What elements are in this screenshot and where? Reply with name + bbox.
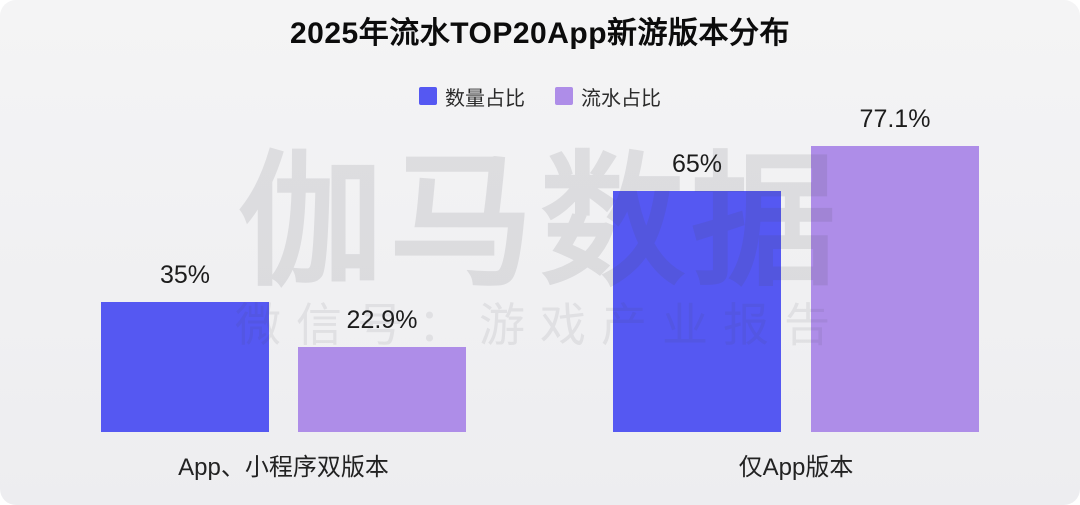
value-label-quantity-dual-version: 35% [159, 261, 211, 289]
legend-label-revenue-share: 流水占比 [581, 87, 661, 110]
value-label-revenue-dual-version: 22.9% [346, 306, 418, 334]
category-label-app-only: 仅App版本 [738, 454, 854, 481]
legend: 数量占比 流水占比 [0, 82, 1080, 111]
bar-quantity-app-only [613, 191, 781, 432]
legend-swatch-purple-icon [555, 87, 573, 105]
legend-item-revenue-share: 流水占比 [555, 82, 661, 111]
bar-revenue-app-only [811, 146, 979, 432]
chart-title: 2025年流水TOP20App新游版本分布 [289, 17, 791, 50]
legend-label-quantity-share: 数量占比 [445, 87, 525, 110]
legend-swatch-blue-icon [419, 87, 437, 105]
value-label-quantity-app-only: 65% [671, 150, 723, 178]
bar-quantity-dual-version [101, 302, 269, 432]
category-label-dual-version: App、小程序双版本 [178, 454, 389, 481]
bar-revenue-dual-version [298, 347, 466, 432]
legend-item-quantity-share: 数量占比 [419, 82, 525, 111]
value-label-revenue-app-only: 77.1% [859, 105, 931, 133]
